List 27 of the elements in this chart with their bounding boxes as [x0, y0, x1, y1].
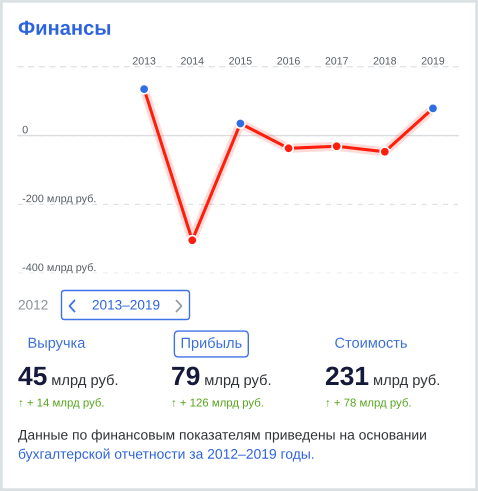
- data-label: 79: [172, 366, 200, 386]
- data-label: 45: [18, 366, 47, 386]
- x-tick-label: 2018: [374, 57, 396, 65]
- text: млрд руб.: [205, 374, 270, 388]
- text: бухгалтерской отчетности за 2012–2019 годы.: [18, 448, 314, 462]
- x-tick-label: 2015: [229, 57, 252, 65]
- text: Данные по финансовым показателям приведены на основании: [18, 430, 426, 442]
- x-tick-label: 2016: [277, 57, 300, 65]
- x-tick-label: 2014: [181, 57, 204, 65]
- y-tick-label: 0: [22, 126, 28, 134]
- text: ↑ + 14 млрд руб.: [20, 398, 104, 409]
- x-tick-label: 2017: [325, 57, 348, 65]
- y-tick-label: -200 млрд руб.: [22, 194, 96, 204]
- x-tick-label: 2013: [132, 57, 156, 65]
- text: млрд руб.: [374, 374, 439, 388]
- text: 2012: [18, 300, 48, 310]
- text: ↑ + 126 млрд руб.: [172, 398, 263, 409]
- x-tick-label: 2019: [422, 57, 444, 65]
- data-label: 231: [326, 366, 368, 386]
- category-label: Стоимость: [335, 338, 407, 348]
- text: ↑ + 78 млрд руб.: [326, 398, 411, 409]
- y-tick-label: -400 млрд руб.: [22, 263, 96, 274]
- text: млрд руб.: [52, 374, 118, 388]
- category-label: Прибыль: [182, 337, 242, 351]
- category-label: Выручка: [28, 338, 86, 351]
- text: 2013–2019: [92, 300, 160, 310]
- chart-title: Финансы: [18, 20, 110, 35]
